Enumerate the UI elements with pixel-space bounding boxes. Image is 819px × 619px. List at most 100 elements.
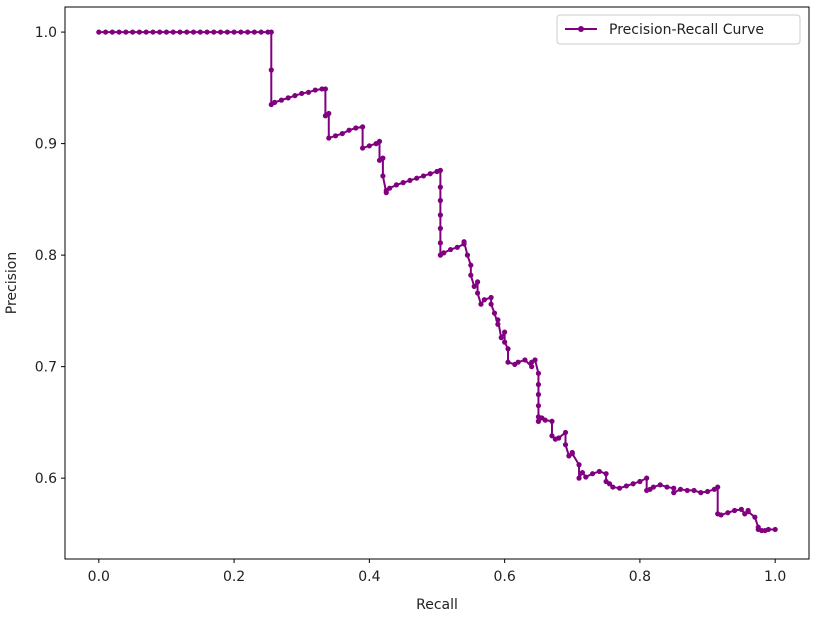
data-point xyxy=(589,471,596,477)
data-point xyxy=(569,451,575,457)
data-point xyxy=(715,484,721,490)
data-point xyxy=(387,185,393,191)
data-point xyxy=(157,29,163,35)
data-point xyxy=(312,87,318,93)
data-point xyxy=(650,484,657,490)
data-point xyxy=(481,297,487,303)
data-point xyxy=(211,29,217,35)
data-point xyxy=(414,175,420,181)
data-point xyxy=(515,359,521,365)
legend-box xyxy=(556,14,801,45)
data-point xyxy=(461,239,467,245)
y-tick-label: 1.0 xyxy=(35,25,57,41)
data-point xyxy=(765,526,772,533)
data-point xyxy=(532,357,538,363)
data-point xyxy=(102,29,109,35)
data-point xyxy=(535,418,542,424)
data-point xyxy=(579,469,586,476)
data-point xyxy=(471,283,477,289)
data-point xyxy=(326,135,332,141)
x-axis-label: Recall xyxy=(416,597,458,613)
data-point xyxy=(251,29,257,35)
data-point xyxy=(184,29,190,35)
data-point xyxy=(150,29,156,35)
data-point xyxy=(468,262,474,268)
data-point xyxy=(745,509,751,515)
data-point xyxy=(556,435,562,441)
data-point xyxy=(637,478,643,485)
data-point xyxy=(677,486,684,492)
data-point xyxy=(268,67,274,73)
data-point xyxy=(576,475,582,481)
data-point xyxy=(488,301,494,307)
data-point xyxy=(623,483,629,489)
data-point xyxy=(393,182,400,188)
data-point xyxy=(732,507,738,514)
data-point xyxy=(502,339,508,345)
data-point xyxy=(170,29,176,35)
data-point xyxy=(474,290,481,296)
data-point xyxy=(610,484,616,490)
data-point xyxy=(204,29,210,35)
data-point xyxy=(224,29,230,35)
data-point xyxy=(718,512,724,518)
plot-layer xyxy=(96,29,778,534)
data-point xyxy=(258,29,264,35)
data-point xyxy=(498,335,504,341)
data-point xyxy=(535,370,542,376)
data-point xyxy=(576,462,582,468)
data-point xyxy=(339,130,345,137)
data-point xyxy=(505,359,511,365)
data-point xyxy=(447,246,454,253)
data-point xyxy=(238,29,244,35)
data-point xyxy=(704,488,711,495)
data-point xyxy=(278,97,285,103)
data-point xyxy=(299,90,305,97)
data-point xyxy=(136,29,142,35)
x-tick-label: 0.0 xyxy=(88,569,110,585)
data-point xyxy=(272,99,278,105)
data-point xyxy=(437,184,443,190)
data-point xyxy=(360,145,366,151)
data-point xyxy=(268,29,274,35)
data-point xyxy=(437,167,443,173)
data-point xyxy=(535,403,542,409)
data-point xyxy=(474,279,481,285)
y-tick-label: 0.8 xyxy=(35,248,57,264)
legend-marker-swatch xyxy=(578,26,584,32)
data-point xyxy=(495,317,501,323)
y-tick-label: 0.6 xyxy=(35,471,57,487)
data-point xyxy=(326,110,332,117)
data-point xyxy=(437,225,443,231)
legend-label: Precision-Recall Curve xyxy=(609,22,764,38)
data-point xyxy=(617,485,623,491)
data-point xyxy=(123,29,129,35)
y-tick-label: 0.9 xyxy=(35,137,57,153)
data-point xyxy=(420,173,427,179)
data-point xyxy=(130,29,136,35)
data-point xyxy=(109,29,115,35)
legend: Precision-Recall Curve xyxy=(556,14,801,45)
data-point xyxy=(529,364,535,370)
data-point xyxy=(285,95,291,101)
data-point xyxy=(603,471,609,477)
data-point xyxy=(671,485,677,491)
data-point xyxy=(437,197,443,204)
y-tick-label: 0.7 xyxy=(35,360,57,376)
data-point xyxy=(116,29,122,35)
y-axis-label: Precision xyxy=(4,252,20,314)
data-point xyxy=(698,490,704,496)
x-tick-label: 0.6 xyxy=(494,569,516,585)
data-point xyxy=(478,301,484,307)
data-point xyxy=(630,481,636,487)
data-point xyxy=(454,244,460,250)
data-point xyxy=(163,29,170,35)
data-point xyxy=(562,442,569,448)
data-point xyxy=(606,481,613,487)
data-point xyxy=(143,29,149,35)
data-point xyxy=(522,357,528,363)
ticks-layer: 0.0 0.2 0.4 0.6 0.8 1.0 0.6 0.7 0.8 0.9 1.0 xyxy=(35,25,787,585)
data-point xyxy=(491,310,498,316)
